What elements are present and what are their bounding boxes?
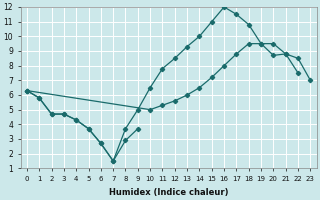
X-axis label: Humidex (Indice chaleur): Humidex (Indice chaleur) [109, 188, 228, 197]
